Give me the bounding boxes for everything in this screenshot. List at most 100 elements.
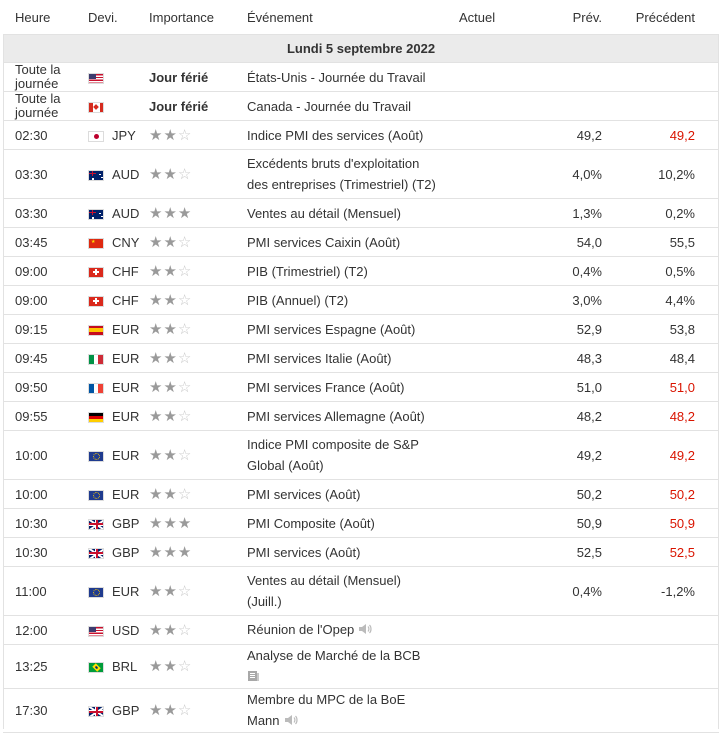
table-row[interactable]: 02:30 JPY ★★☆ Indice PMI des services (Août… <box>3 120 719 150</box>
row-event[interactable]: PIB (Trimestriel) (T2) <box>247 256 459 286</box>
event-link[interactable]: Ventes au détail (Mensuel) (Juill.) <box>247 573 401 609</box>
row-currency: EUR <box>76 430 149 480</box>
event-link[interactable]: PMI services Allemagne (Août) <box>247 408 425 424</box>
row-forecast <box>522 644 602 690</box>
event-link[interactable]: PIB (Trimestriel) (T2) <box>247 263 368 279</box>
event-link[interactable]: Indice PMI des services (Août) <box>247 127 424 143</box>
row-event[interactable]: Excédents bruts d'exploitation des entre… <box>247 149 459 199</box>
table-row[interactable]: 17:30 GBP ★★☆ Membre du MPC de la BoE Mann <box>3 688 719 733</box>
star-icon: ★ <box>149 485 164 503</box>
row-event[interactable]: PIB (Annuel) (T2) <box>247 285 459 315</box>
star-icon: ☆ <box>177 485 193 503</box>
header-forecast[interactable]: Prév. <box>522 0 602 35</box>
header-currency[interactable]: Devi. <box>76 0 149 35</box>
table-row[interactable]: 09:00 CHF ★★☆ PIB (Trimestriel) (T2) 0,4% 0,5… <box>3 256 719 286</box>
star-icon: ★ <box>163 291 178 309</box>
row-event[interactable]: Ventes au détail (Mensuel) <box>247 198 459 228</box>
row-event[interactable]: Indice PMI des services (Août) <box>247 120 459 150</box>
table-row[interactable]: 10:30 GBP ★★★ PMI services (Août) 52,5 52,5 <box>3 537 719 567</box>
table-row[interactable]: 03:30 AUD ★★☆ Excédents bruts d'exploitatio… <box>3 149 719 199</box>
row-currency: AUD <box>76 149 149 199</box>
table-row[interactable]: Toute la journée Jour férié Canada - Journ… <box>3 91 719 121</box>
table-row[interactable]: 09:55 EUR ★★☆ PMI services Allemagne (Août)… <box>3 401 719 431</box>
header-event[interactable]: Événement <box>247 0 459 35</box>
row-event[interactable]: Canada - Journée du Travail <box>247 91 459 121</box>
report-icon[interactable] <box>247 667 260 688</box>
header-previous[interactable]: Précédent <box>602 0 695 35</box>
event-link[interactable]: Canada - Journée du Travail <box>247 98 412 114</box>
row-event[interactable]: Membre du MPC de la BoE Mann <box>247 688 459 733</box>
table-row[interactable]: 11:00 EUR ★★☆ Ventes au détail (Mensuel) (J… <box>3 566 719 616</box>
row-event[interactable]: PMI services Caixin (Août) <box>247 227 459 257</box>
eu-flag-icon <box>88 489 104 501</box>
table-row[interactable]: 10:30 GBP ★★★ PMI Composite (Août) 50,9 50,9 <box>3 508 719 538</box>
ca-flag-icon <box>88 101 104 113</box>
row-event[interactable]: PMI services (Août) <box>247 537 459 567</box>
star-icon: ★ <box>177 204 193 222</box>
row-actual <box>459 644 522 690</box>
event-link[interactable]: PMI services Italie (Août) <box>247 350 392 366</box>
row-importance: ★★★ <box>149 198 247 228</box>
row-previous: -1,2% <box>602 566 695 616</box>
table-row[interactable]: 09:15 EUR ★★☆ PMI services Espagne (Août) 52… <box>3 314 719 344</box>
currency-code: AUD <box>112 166 140 182</box>
event-link[interactable]: PMI services (Août) <box>247 486 361 502</box>
header-actual[interactable]: Actuel <box>459 0 522 35</box>
table-row[interactable]: 03:45 ★ CNY ★★☆ PMI services Caixin (Août) 54… <box>3 227 719 257</box>
event-link[interactable]: PMI services Caixin (Août) <box>247 234 401 250</box>
row-currency: BRL <box>76 644 149 690</box>
header-time[interactable]: Heure <box>3 0 76 35</box>
row-event[interactable]: PMI services France (Août) <box>247 372 459 402</box>
star-icon: ★ <box>149 582 164 600</box>
star-icon: ★ <box>163 349 178 367</box>
event-link[interactable]: Ventes au détail (Mensuel) <box>247 205 401 221</box>
row-event[interactable]: Ventes au détail (Mensuel) (Juill.) <box>247 566 459 616</box>
table-row[interactable]: 09:00 CHF ★★☆ PIB (Annuel) (T2) 3,0% 4,4% <box>3 285 719 315</box>
row-time: 03:30 <box>3 149 76 199</box>
row-event[interactable]: PMI services Allemagne (Août) <box>247 401 459 431</box>
event-link[interactable]: Indice PMI composite de S&P Global (Août… <box>247 437 419 473</box>
header-importance[interactable]: Importance <box>149 0 247 35</box>
event-link[interactable]: PIB (Annuel) (T2) <box>247 292 349 308</box>
row-previous: 51,0 <box>602 372 695 402</box>
table-row[interactable]: Toute la journée Jour férié États-Unis - J… <box>3 62 719 92</box>
row-event[interactable]: États-Unis - Journée du Travail <box>247 62 459 92</box>
row-event[interactable]: PMI Composite (Août) <box>247 508 459 538</box>
au-flag-icon <box>88 169 104 181</box>
row-forecast: 54,0 <box>522 227 602 257</box>
event-link[interactable]: Membre du MPC de la BoE Mann <box>247 692 406 729</box>
row-forecast: 0,4% <box>522 566 602 616</box>
table-row[interactable]: 09:50 EUR ★★☆ PMI services France (Août) 51,… <box>3 372 719 402</box>
row-currency: GBP <box>76 688 149 733</box>
event-link[interactable]: PMI Composite (Août) <box>247 515 375 531</box>
event-link[interactable]: Réunion de l'Opep <box>247 621 355 637</box>
row-time: 11:00 <box>3 566 76 616</box>
star-icon: ☆ <box>177 702 193 720</box>
row-event[interactable]: Indice PMI composite de S&P Global (Août… <box>247 430 459 480</box>
speaker-icon[interactable] <box>358 620 372 641</box>
speaker-icon[interactable] <box>284 711 298 732</box>
star-icon: ★ <box>163 582 178 600</box>
row-event[interactable]: PMI services Espagne (Août) <box>247 314 459 344</box>
event-link[interactable]: PMI services Espagne (Août) <box>247 321 416 337</box>
row-event[interactable]: PMI services (Août) <box>247 479 459 509</box>
table-row[interactable]: 10:00 EUR ★★☆ PMI services (Août) 50,2 50,2 <box>3 479 719 509</box>
row-event[interactable]: PMI services Italie (Août) <box>247 343 459 373</box>
event-link[interactable]: Excédents bruts d'exploitation des entre… <box>247 156 436 192</box>
event-link[interactable]: PMI services France (Août) <box>247 379 405 395</box>
de-flag-icon <box>88 411 104 423</box>
table-row[interactable]: 13:25 BRL ★★☆ Analyse de Marché de la BCB <box>3 644 719 690</box>
star-icon: ★ <box>163 233 178 251</box>
event-link[interactable]: PMI services (Août) <box>247 544 361 560</box>
table-row[interactable]: 09:45 EUR ★★☆ PMI services Italie (Août) 48,… <box>3 343 719 373</box>
table-row[interactable]: 10:00 EUR ★★☆ Indice PMI composite de S&P G… <box>3 430 719 480</box>
row-actual <box>459 401 522 431</box>
table-row[interactable]: 03:30 AUD ★★★ Ventes au détail (Mensuel) 1,3… <box>3 198 719 228</box>
importance-stars: ★★★ <box>149 544 192 561</box>
event-link[interactable]: États-Unis - Journée du Travail <box>247 69 426 85</box>
event-link[interactable]: Analyse de Marché de la BCB <box>247 648 421 663</box>
row-event[interactable]: Réunion de l'Opep <box>247 615 459 645</box>
it-flag-icon <box>88 353 104 365</box>
row-event[interactable]: Analyse de Marché de la BCB <box>247 644 459 690</box>
table-row[interactable]: 12:00 USD ★★☆ Réunion de l'Opep <box>3 615 719 645</box>
